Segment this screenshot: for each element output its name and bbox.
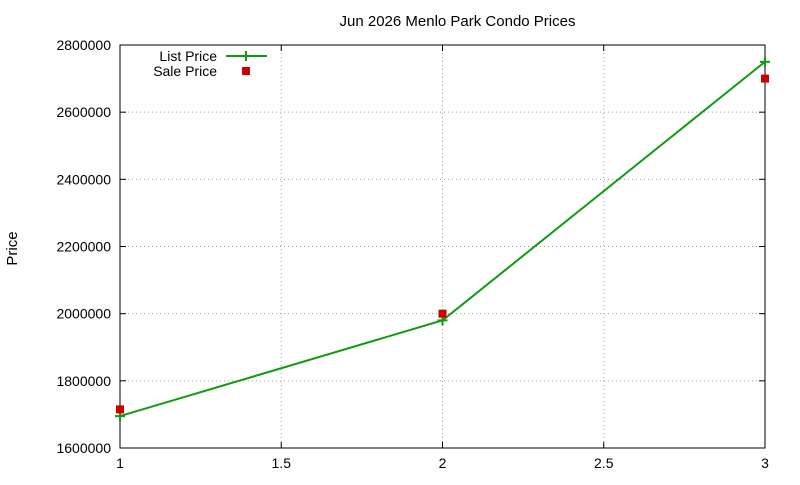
chart-title: Jun 2026 Menlo Park Condo Prices (340, 13, 576, 30)
y-axis-label: Price (4, 231, 21, 265)
x-tick-label: 1 (116, 455, 124, 471)
y-tick-label: 2800000 (56, 37, 111, 53)
x-tick-label: 2 (439, 455, 447, 471)
legend-label: List Price (159, 48, 217, 64)
x-tick-label: 2.5 (594, 455, 614, 471)
plot-border (119, 44, 766, 449)
data-point (116, 405, 124, 414)
y-tick-label: 1600000 (56, 440, 111, 456)
data-point (761, 74, 769, 83)
y-tick-label: 2400000 (56, 171, 111, 187)
x-tick-label: 3 (761, 455, 769, 471)
y-tick-label: 2600000 (56, 104, 111, 120)
series-1 (115, 56, 770, 422)
data-point (438, 309, 447, 318)
x-tick-label: 1.5 (272, 455, 292, 471)
legend-marker (242, 67, 250, 75)
y-tick-label: 2000000 (56, 306, 111, 322)
y-tick-label: 1800000 (56, 373, 111, 389)
series-line (119, 61, 766, 418)
axes: 1600000 1800000 2000000 2200000 2400000 26000… (56, 37, 769, 471)
y-tick-label: 2200000 (56, 239, 111, 255)
series-2 (116, 74, 769, 414)
legend-label: Sale Price (153, 63, 217, 79)
series-layer (115, 56, 770, 422)
